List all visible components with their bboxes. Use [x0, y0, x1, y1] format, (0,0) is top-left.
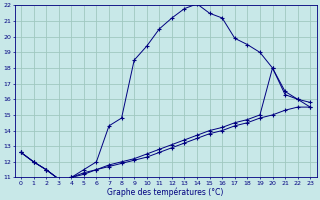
- X-axis label: Graphe des températures (°C): Graphe des températures (°C): [108, 187, 224, 197]
